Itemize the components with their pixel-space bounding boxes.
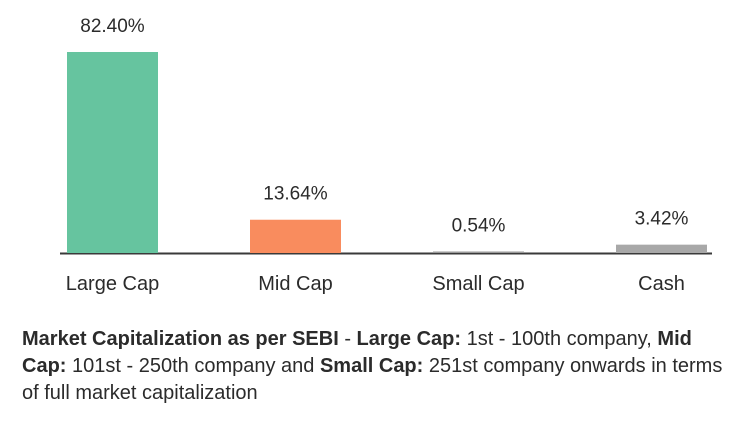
x-tick-label-large-cap: Large Cap bbox=[66, 273, 159, 295]
caption-text-1: - bbox=[338, 328, 357, 350]
caption-large-cap-def: 1st - 100th company, bbox=[461, 328, 658, 350]
bar-small-cap bbox=[433, 251, 524, 253]
caption-small-cap-term: Small Cap: bbox=[319, 355, 424, 377]
caption: Market Capitalization as per SEBI - Larg… bbox=[22, 326, 732, 407]
caption-title: Market Capitalization as per SEBI bbox=[22, 328, 339, 350]
bar-mid-cap bbox=[250, 219, 341, 253]
bar-cash bbox=[616, 244, 707, 253]
market-cap-bar-chart: 82.40% Large Cap 13.64% Mid Cap 0.54% Small C… bbox=[60, 16, 712, 295]
x-tick-label-small-cap: Small Cap bbox=[432, 273, 524, 295]
caption-small-cap-def: 251st company onwards in terms of full m… bbox=[22, 355, 723, 404]
data-label-cash: 3.42% bbox=[635, 209, 689, 230]
data-label-mid-cap: 13.64% bbox=[263, 184, 328, 205]
data-label-large-cap: 82.40% bbox=[80, 16, 145, 37]
caption-mid-cap-term: Mid Cap: bbox=[22, 328, 692, 377]
caption-large-cap-term: Large Cap: bbox=[356, 328, 462, 350]
x-tick-label-cash: Cash bbox=[638, 273, 685, 295]
data-label-small-cap: 0.54% bbox=[452, 216, 506, 237]
bar-large-cap bbox=[67, 52, 158, 253]
x-tick-label-mid-cap: Mid Cap bbox=[258, 273, 332, 295]
caption-mid-cap-def: 101st - 250th company and bbox=[66, 355, 320, 377]
